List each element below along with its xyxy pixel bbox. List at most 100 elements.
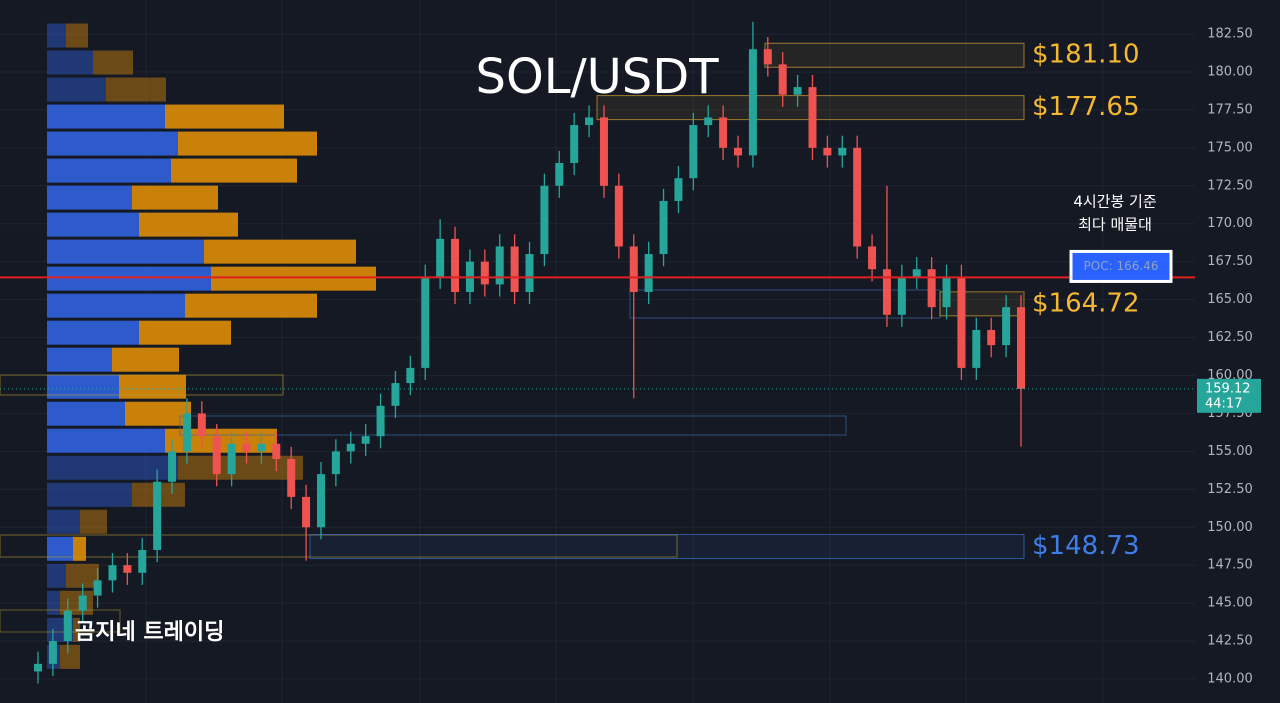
y-tick-label: 170.00 (1207, 216, 1253, 231)
candle-body (793, 87, 802, 95)
profile-bar (47, 212, 139, 237)
y-tick-label: 147.50 (1207, 558, 1253, 573)
candle-body (912, 269, 921, 277)
candle-body (421, 276, 430, 368)
y-tick-label: 175.00 (1207, 140, 1253, 155)
candle-body (78, 595, 87, 611)
candle-body (168, 451, 177, 482)
profile-bar (125, 401, 191, 426)
profile-bar (139, 212, 238, 237)
y-tick-label: 180.00 (1207, 64, 1253, 79)
profile-bar (132, 185, 218, 210)
profile-bar (47, 320, 139, 345)
candle-body (316, 474, 325, 528)
candle-body (510, 246, 519, 293)
grid (0, 33, 1195, 680)
candle-body (853, 147, 862, 247)
candle-body (93, 580, 102, 596)
profile-bar (171, 158, 297, 183)
y-tick-label: 182.50 (1207, 26, 1253, 41)
profile-bar (178, 131, 317, 156)
y-tick-label: 165.00 (1207, 292, 1253, 307)
candle-body (495, 246, 504, 285)
last-price-label: 159.12 (1205, 381, 1251, 396)
candle-body (689, 125, 698, 179)
profile-bar (211, 266, 376, 291)
candle-body (585, 117, 594, 126)
candle-body (123, 565, 132, 573)
candle-body (480, 261, 489, 285)
profile-bar (47, 563, 66, 588)
profile-bar (185, 293, 317, 318)
candle-body (48, 641, 57, 664)
profile-bar (73, 617, 80, 642)
profile-bar (47, 239, 204, 264)
candle-body (823, 147, 832, 156)
candle-body (138, 550, 147, 573)
candle-body (346, 443, 355, 452)
candle-body (376, 405, 385, 437)
candle-body (391, 383, 400, 406)
candle-body (525, 254, 534, 293)
candle-body (674, 178, 683, 201)
poc-note: 4시간봉 기준 (1073, 193, 1157, 211)
profile-bar (139, 320, 231, 345)
profile-bar (47, 185, 132, 210)
candle-body (272, 443, 281, 459)
profile-bar (73, 536, 86, 561)
candle-body (361, 436, 370, 444)
candle-body (1017, 307, 1025, 389)
profile-bar (47, 158, 171, 183)
candle-body (972, 329, 981, 368)
profile-bar (47, 509, 80, 534)
profile-bar (47, 104, 165, 129)
poc-box (1069, 249, 1173, 283)
y-tick-label: 172.50 (1207, 178, 1253, 193)
profile-bar (47, 293, 185, 318)
candle-body (451, 238, 460, 293)
zone-box (309, 534, 1025, 560)
candle-body (808, 87, 817, 148)
candle-body (570, 125, 579, 164)
zone-box (764, 42, 1025, 68)
candle-body (778, 64, 787, 95)
candles (34, 21, 1025, 684)
candle-body (540, 185, 549, 255)
price-axis-bg (1195, 0, 1280, 703)
zone-label: $164.72 (1032, 288, 1140, 318)
countdown: 44:17 (1205, 396, 1242, 411)
profile-bar (165, 104, 284, 129)
zone-label: $148.73 (1032, 531, 1140, 561)
profile-bar (47, 428, 165, 453)
profile-bar (47, 266, 211, 291)
overlay: POC: 166.46 (0, 249, 1195, 390)
profile-bar (47, 50, 93, 75)
profile-bar (178, 455, 303, 480)
candle-body (838, 147, 847, 156)
volume-profile (47, 23, 376, 669)
candle-body (734, 147, 743, 156)
zone-box (939, 291, 1025, 317)
candle-body (763, 49, 772, 65)
candle-body (257, 443, 266, 452)
profile-bar (80, 509, 107, 534)
candle-body (614, 185, 623, 247)
profile-bar (204, 239, 356, 264)
candle-body (644, 254, 653, 293)
y-tick-label: 140.00 (1207, 672, 1253, 687)
candle-body (63, 610, 72, 642)
y-tick-label: 162.50 (1207, 330, 1253, 345)
profile-bar (60, 644, 80, 669)
y-tick-label: 155.00 (1207, 444, 1253, 459)
poc-note: 최다 매물대 (1078, 216, 1152, 234)
candle-body (1002, 307, 1011, 346)
zone-label: $177.65 (1032, 92, 1140, 122)
candle-body (629, 246, 638, 293)
candle-body (897, 276, 906, 315)
candle-body (882, 269, 891, 315)
profile-bar (112, 347, 179, 372)
candle-body (212, 436, 221, 475)
profile-bar (47, 77, 106, 102)
candle-body (599, 117, 608, 186)
